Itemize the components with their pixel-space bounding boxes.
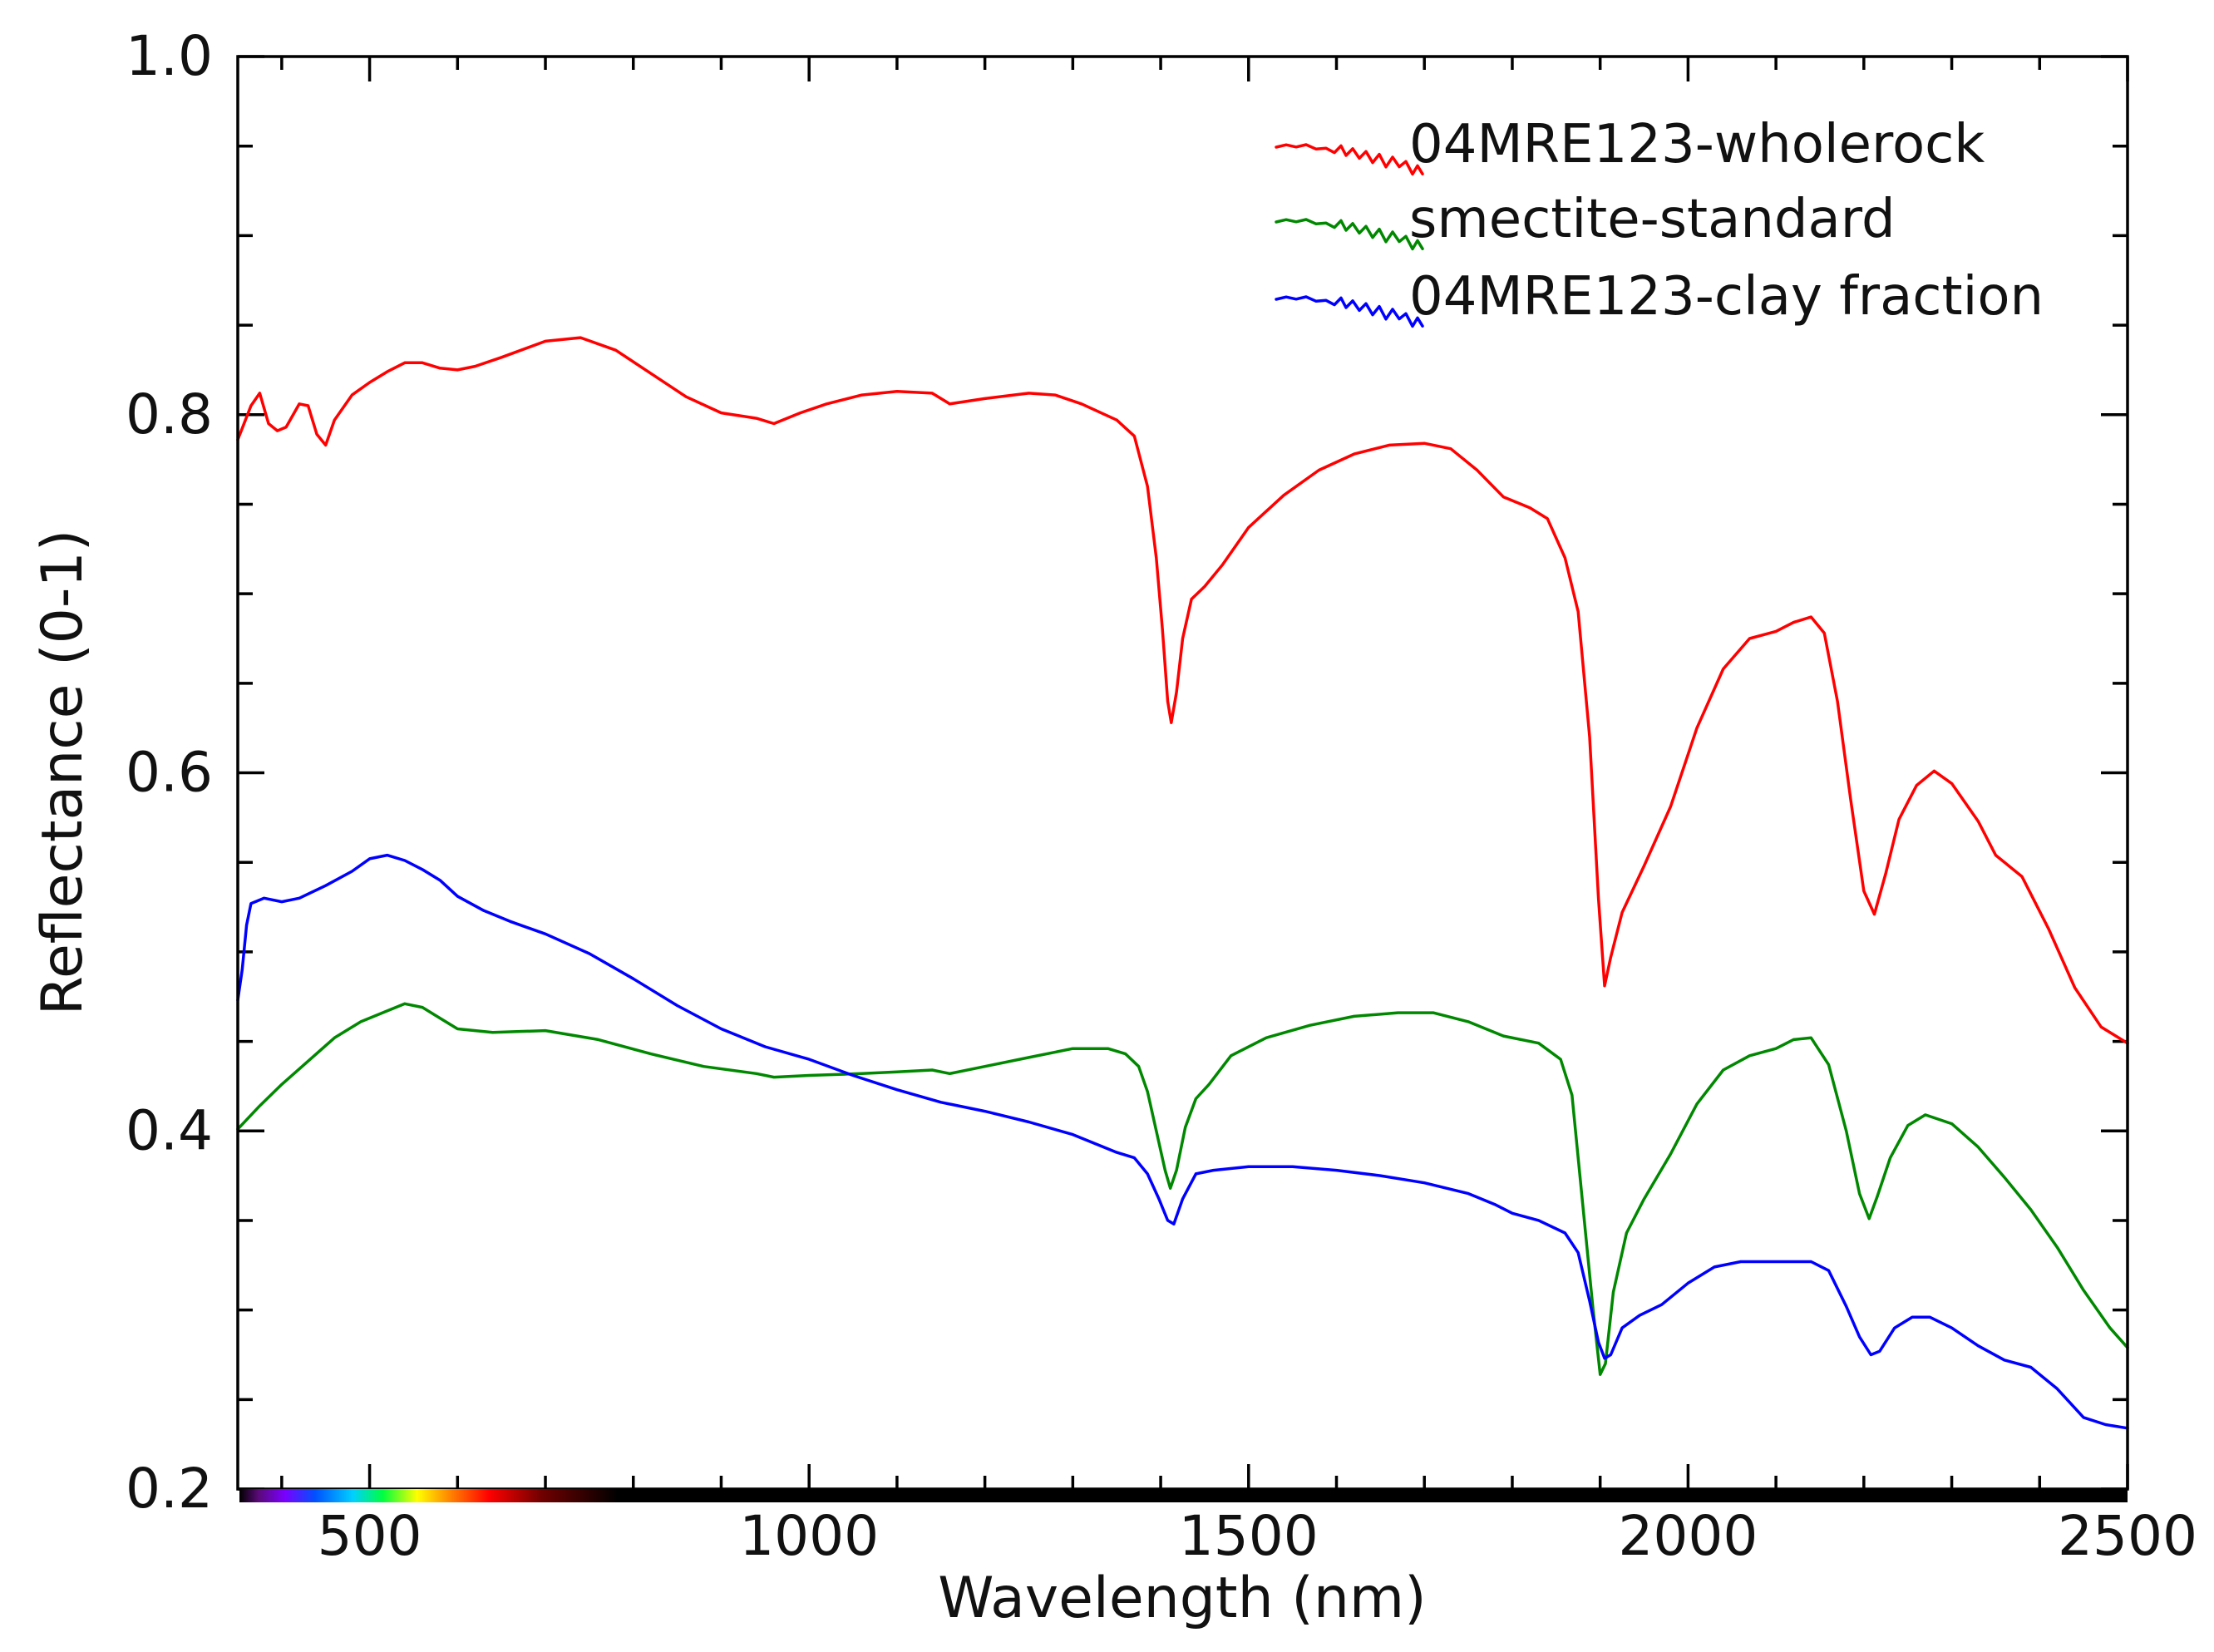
legend-swatch (1275, 143, 1424, 176)
wavelength-black-bar (239, 1489, 2128, 1502)
x-tick-label: 2000 (1618, 1504, 1758, 1568)
y-tick-label: 0.6 (126, 741, 213, 805)
series-layer (236, 336, 2129, 1430)
legend-swatch (1275, 218, 1424, 251)
x-tick-label: 2500 (2058, 1504, 2197, 1568)
series-line-04mre123-clay-fraction (236, 853, 2129, 1430)
y-axis-title: Reflectance (0-1) (30, 530, 96, 1015)
legend-label: smectite-standard (1409, 189, 1896, 250)
legend: 04MRE123-wholerock smectite-standard 04MRE… (1275, 114, 2044, 328)
minor-ticks (238, 57, 2128, 1489)
legend-label: 04MRE123-clay fraction (1409, 266, 2044, 328)
y-tick-label: 1.0 (126, 24, 213, 88)
legend-label: 04MRE123-wholerock (1409, 114, 1985, 175)
x-tick-label: 1500 (1179, 1504, 1319, 1568)
series-line-04mre123-wholerock (236, 336, 2129, 1045)
visible-spectrum-bar (239, 1489, 618, 1502)
x-tick-label: 500 (318, 1504, 422, 1568)
y-tick-labels: 0.2 0.4 0.6 0.8 1.0 (126, 24, 213, 1521)
x-tick-label: 1000 (739, 1504, 879, 1568)
y-tick-label: 0.8 (126, 382, 213, 446)
y-tick-label: 0.2 (126, 1457, 213, 1521)
x-axis-title: Wavelength (nm) (938, 1566, 1426, 1631)
series-line-smectite-standard (236, 1002, 2129, 1376)
x-tick-labels: 500 1000 1500 2000 2500 (318, 1504, 2197, 1568)
y-tick-label: 0.4 (126, 1098, 213, 1162)
legend-swatch (1275, 295, 1424, 328)
